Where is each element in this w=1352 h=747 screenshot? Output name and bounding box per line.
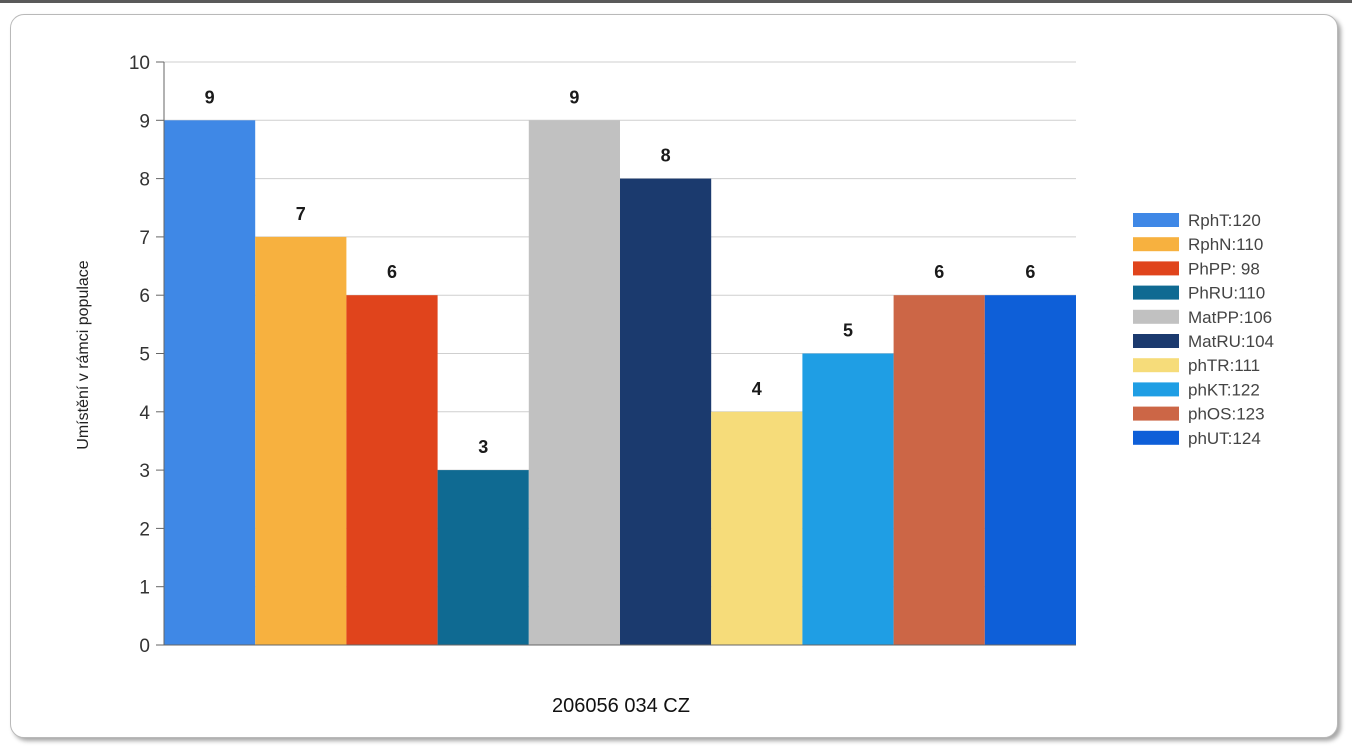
legend-label: phKT:122	[1188, 380, 1260, 399]
y-axis-title: Umístění v rámci populace	[75, 260, 92, 450]
legend-label: PhRU:110	[1188, 284, 1265, 303]
legend-label: MatPP:106	[1188, 308, 1272, 327]
legend-swatch	[1133, 213, 1179, 227]
bar	[346, 295, 438, 645]
y-tick-label: 4	[139, 403, 150, 424]
bar	[620, 178, 712, 645]
bar	[164, 120, 256, 646]
y-tick-label: 2	[139, 519, 150, 540]
bar	[711, 411, 803, 645]
bar	[437, 470, 529, 645]
data-label: 5	[843, 321, 853, 341]
x-axis-title: 206056 034 CZ	[552, 695, 690, 717]
bar	[255, 236, 347, 645]
y-tick-label: 3	[139, 461, 150, 482]
legend-swatch	[1133, 309, 1179, 324]
y-tick-label: 0	[139, 636, 150, 657]
data-label: 3	[478, 437, 488, 457]
bar	[984, 295, 1076, 645]
legend-swatch	[1133, 382, 1179, 397]
legend-label: RphT:120	[1188, 211, 1261, 230]
y-tick-label: 8	[139, 170, 150, 191]
bar	[528, 120, 620, 646]
data-label: 9	[205, 87, 215, 107]
bar	[893, 295, 985, 645]
legend-swatch	[1133, 358, 1179, 373]
data-label: 6	[1025, 262, 1035, 282]
legend-label: MatRU:104	[1188, 332, 1274, 351]
legend-label: PhPP: 98	[1188, 259, 1260, 278]
legend-swatch	[1133, 285, 1179, 300]
axes: 0 1 2 3 4 5 6 7 8 9 10	[129, 53, 1076, 657]
legend-label: phUT:124	[1188, 429, 1261, 448]
bar	[802, 353, 894, 645]
legend-label: phTR:111	[1188, 356, 1260, 375]
legend-label: RphN:110	[1188, 235, 1263, 254]
legend-swatch	[1133, 237, 1179, 252]
legend: RphT:120 RphN:110 PhPP: 98 PhRU:110 MatPP:10…	[1133, 211, 1274, 448]
data-label: 6	[387, 262, 397, 282]
data-label: 8	[661, 146, 671, 166]
y-tick-label: 7	[139, 228, 150, 249]
data-label: 4	[752, 379, 762, 399]
data-label: 7	[296, 204, 306, 224]
y-tick-label: 1	[139, 578, 150, 599]
y-tick-label: 6	[139, 286, 150, 307]
top-rule	[0, 0, 1352, 3]
y-tick-label: 5	[139, 345, 150, 366]
y-tick-label: 10	[129, 53, 150, 74]
legend-swatch	[1133, 430, 1179, 445]
data-label: 6	[934, 262, 944, 282]
data-labels: 9 7 6 3 9 8 4 5 6 6	[205, 87, 1036, 457]
legend-swatch	[1133, 261, 1179, 276]
legend-label: phOS:123	[1188, 405, 1265, 424]
data-label: 9	[569, 87, 579, 107]
y-tick-label: 9	[139, 111, 150, 132]
bars	[164, 120, 1076, 646]
legend-swatch	[1133, 334, 1179, 348]
legend-swatch	[1133, 406, 1179, 421]
